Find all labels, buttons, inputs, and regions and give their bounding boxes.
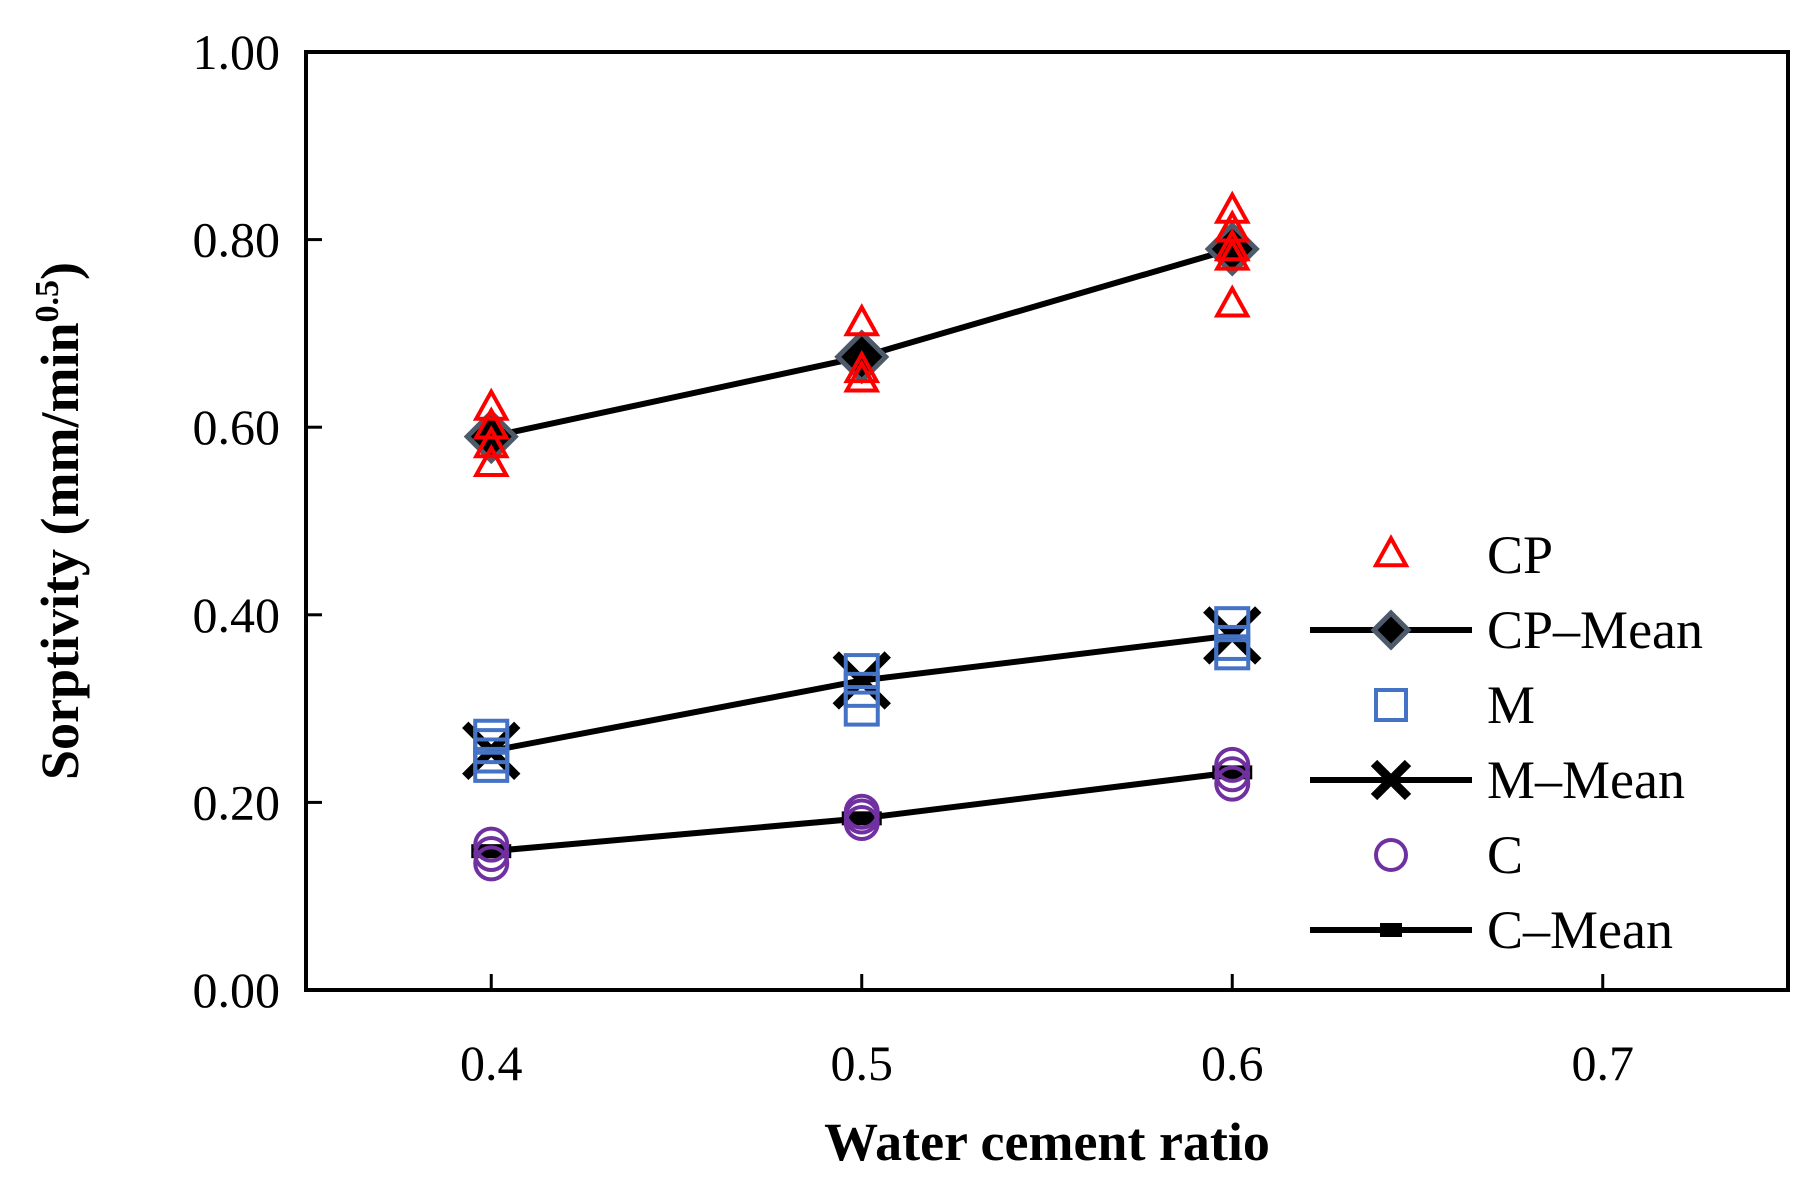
series-point — [1213, 284, 1251, 318]
series-point — [472, 387, 510, 421]
legend-label: C — [1487, 825, 1523, 885]
legend-label: M–Mean — [1487, 750, 1685, 810]
series-point — [1214, 756, 1251, 793]
x-tick-label: 0.4 — [460, 1035, 523, 1091]
y-axis-title-main: Sorptivity (mm/min — [30, 323, 90, 780]
legend-item: CP — [1372, 525, 1553, 585]
legend-item: M — [1374, 675, 1535, 735]
legend-symbol — [1370, 759, 1412, 801]
legend-symbol — [1380, 923, 1402, 937]
x-tick-label: 0.5 — [831, 1035, 894, 1091]
y-tick-label: 1.00 — [193, 24, 281, 80]
legend-item: M–Mean — [1310, 750, 1685, 810]
y-axis-title: Sorptivity (mm/min0.5) — [29, 262, 90, 780]
series-point — [843, 653, 880, 690]
series-point — [843, 303, 881, 337]
y-axis-title-close: ) — [30, 262, 90, 280]
legend-symbol — [1374, 838, 1408, 872]
series-point — [472, 425, 510, 459]
legend-item: C–Mean — [1310, 900, 1673, 960]
plot-area — [306, 52, 1788, 990]
legend-item: CP–Mean — [1310, 600, 1703, 660]
legend-item: C — [1374, 825, 1523, 885]
y-tick-label: 0.80 — [193, 212, 281, 268]
series-point — [1214, 634, 1251, 671]
y-tick-label: 0.20 — [193, 774, 281, 830]
y-tick-label: 0.40 — [193, 587, 281, 643]
y-axis-title-superscript: 0.5 — [29, 280, 66, 323]
y-tick-label: 0.60 — [193, 399, 281, 455]
legend-label: CP–Mean — [1487, 600, 1703, 660]
series-point — [1213, 228, 1251, 262]
series-point — [1214, 606, 1251, 643]
series-point — [1213, 237, 1251, 271]
series-point — [843, 690, 880, 727]
series-point — [473, 845, 510, 882]
chart-marks — [462, 190, 1262, 882]
x-axis-title: Water cement ratio — [824, 1112, 1270, 1172]
plot-frame — [304, 50, 1790, 992]
series-point — [473, 835, 510, 872]
legend-label: CP — [1487, 525, 1553, 585]
legend-label: M — [1487, 675, 1535, 735]
series-point — [843, 671, 880, 708]
series-point — [473, 826, 510, 863]
series-point — [472, 443, 510, 477]
y-tick-label: 0.00 — [193, 962, 281, 1018]
x-tick-label: 0.7 — [1572, 1035, 1635, 1091]
axis-ticks: 0.00 0.20 0.40 0.60 0.80 1.00 0.4 0.5 0.6 0.7 — [193, 24, 1635, 1091]
legend-symbol — [1372, 534, 1410, 568]
legend-label: C–Mean — [1487, 900, 1673, 960]
legend-symbol — [1374, 688, 1408, 722]
series-point — [1214, 765, 1251, 802]
x-tick-label: 0.6 — [1201, 1035, 1264, 1091]
legend: CP CP–Mean M M–Mean C C–Mean — [1310, 525, 1703, 960]
series-point — [1214, 746, 1251, 783]
legend-symbol — [1370, 609, 1412, 651]
series-point — [843, 359, 881, 393]
series-point — [843, 350, 881, 384]
series-point — [843, 805, 880, 842]
series-point — [1213, 190, 1251, 224]
series-point — [472, 406, 510, 440]
series-point — [473, 746, 510, 783]
